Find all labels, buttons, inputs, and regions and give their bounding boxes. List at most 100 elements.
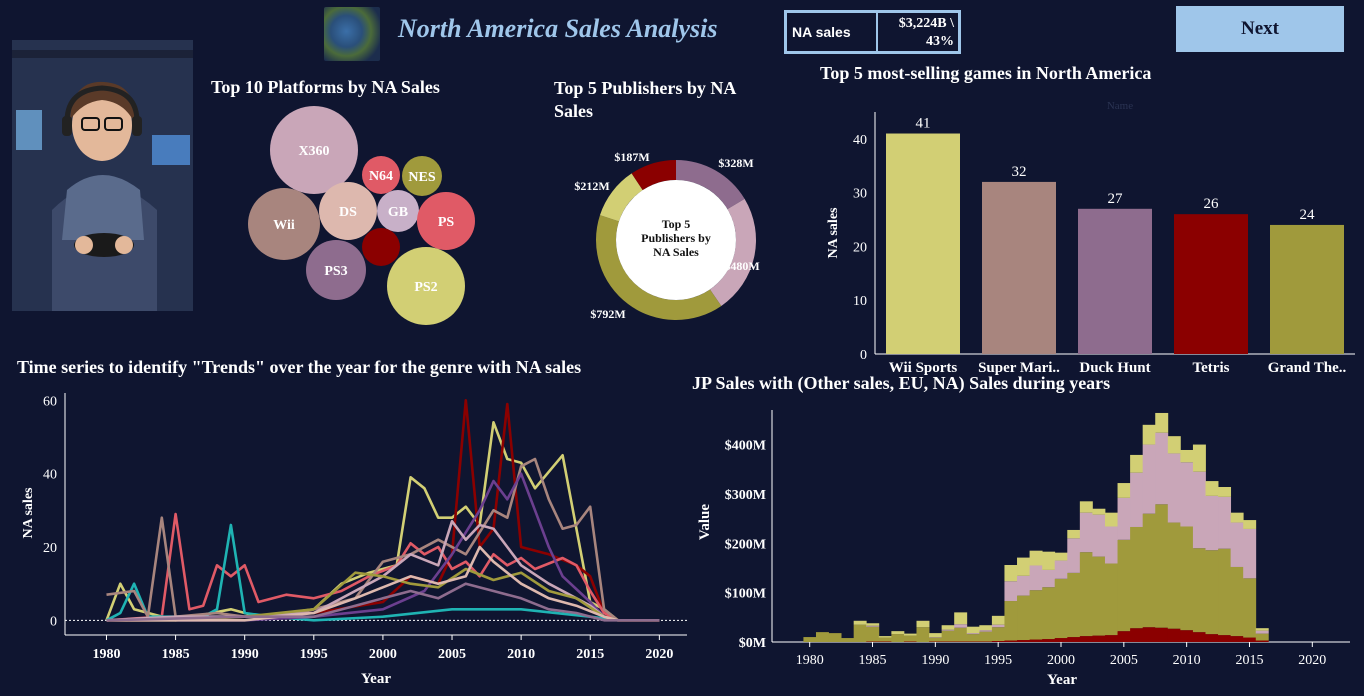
y-tick-label: 10 [853, 294, 867, 309]
stacked-segment-other [954, 612, 968, 625]
stacked-segment-eu [1104, 526, 1118, 564]
x-tick-label: 1980 [92, 647, 120, 662]
stacked-segment-other [853, 620, 867, 625]
x-tick-label: 1985 [162, 647, 190, 662]
y-tick-label: $100M [725, 587, 766, 602]
stacked-segment-other [1067, 529, 1081, 539]
genre-trend-line [106, 582, 660, 622]
x-tick-label: 2000 [369, 647, 397, 662]
game-bar-value: 32 [1012, 164, 1027, 180]
stacked-segment-na [1243, 578, 1257, 638]
stacked-segment-other [1192, 444, 1206, 472]
publisher-slice [631, 160, 676, 191]
publisher-slice-label: $480M [724, 259, 759, 273]
stacked-segment-jp [1218, 635, 1232, 642]
x-tick-label: 2015 [576, 647, 604, 662]
stacked-segment-jp [1054, 638, 1068, 642]
regional-sales-chart-title: JP Sales with (Other sales, EU, NA) Sale… [692, 373, 1111, 393]
game-bar [982, 181, 1056, 354]
stacked-segment-na [1192, 548, 1206, 633]
kpi-value-percent: 43% [926, 34, 954, 49]
game-bar [1174, 214, 1248, 354]
x-tick-label: 1990 [231, 647, 259, 662]
y-tick-label: $300M [725, 488, 766, 503]
game-category-label: Duck Hunt [1079, 360, 1150, 376]
x-tick-label: 1990 [921, 653, 949, 668]
stacked-segment-na [1004, 601, 1018, 641]
gamer-image [12, 40, 193, 311]
stacked-segment-eu [1130, 472, 1144, 527]
platform-bubble-n64 [362, 156, 400, 194]
stacked-segment-jp [1029, 639, 1043, 642]
stacked-segment-na [853, 624, 867, 642]
stacked-segment-jp [1104, 635, 1118, 642]
stacked-segment-eu [1255, 630, 1269, 634]
stacked-segment-eu [1142, 444, 1156, 514]
stacked-segment-na [803, 637, 817, 642]
y-axis-label: NA sales [826, 207, 841, 259]
game-category-label: Super Mari.. [978, 360, 1060, 376]
stacked-segment-other [1155, 412, 1169, 433]
platform-bubble-ps [417, 192, 475, 250]
game-bar-value: 24 [1300, 207, 1316, 223]
stacked-segment-other [991, 615, 1005, 625]
genre-trend-line [105, 421, 660, 622]
stacked-segment-eu [991, 624, 1005, 628]
platform-bubble-label: Wii [273, 218, 295, 233]
stacked-segment-eu [941, 629, 955, 631]
stacked-segment-jp [1130, 628, 1144, 642]
stacked-segment-eu [1155, 432, 1169, 505]
globe-image [324, 7, 380, 61]
stacked-segment-other [966, 626, 980, 634]
stacked-segment-other [979, 625, 993, 631]
platform-bubble-label: PS [438, 215, 455, 230]
y-tick-label: 20 [853, 240, 867, 255]
stacked-segment-other [916, 620, 930, 628]
stacked-segment-na [828, 633, 842, 642]
platform-bubble-ps3 [306, 240, 366, 300]
stacked-segment-eu [1017, 575, 1030, 596]
x-tick-label: 2020 [645, 647, 673, 662]
platform-bubble-ps2 [387, 247, 465, 325]
kpi-value: $3,224B \ 43% [878, 13, 958, 51]
stacked-segment-na [1017, 595, 1030, 641]
donut-center-label: Top 5 [662, 217, 691, 231]
game-category-label: Grand The.. [1268, 360, 1347, 376]
stacked-segment-other [1054, 552, 1068, 561]
x-tick-label: 2005 [438, 647, 466, 662]
stacked-segment-jp [1142, 627, 1156, 642]
x-tick-label: 2015 [1235, 653, 1263, 668]
stacked-segment-na [1042, 587, 1056, 640]
stacked-segment-na [1054, 578, 1068, 639]
stacked-segment-jp [1092, 635, 1106, 642]
stacked-segment-jp [1004, 640, 1018, 642]
stacked-segment-other [891, 631, 905, 635]
y-tick-label: $0M [739, 636, 766, 651]
platform-bubble-x360 [270, 106, 358, 194]
publisher-slice [676, 160, 745, 210]
stacked-segment-na [1230, 566, 1244, 637]
stacked-segment-eu [866, 625, 880, 627]
stacked-segment-jp [1042, 639, 1056, 642]
stacked-segment-other [1180, 449, 1194, 463]
stacked-segment-na [1167, 522, 1181, 629]
stacked-segment-na [929, 637, 943, 642]
stacked-segment-other [878, 636, 892, 638]
x-tick-label: 1995 [984, 653, 1012, 668]
platform-bubble-label: GB [388, 205, 408, 220]
y-tick-label: 20 [43, 541, 57, 556]
next-button[interactable]: Next [1176, 6, 1344, 52]
genre-trend-line [106, 512, 619, 622]
stacked-segment-jp [1255, 640, 1269, 642]
stacked-segment-na [979, 631, 993, 642]
game-bar [1270, 224, 1344, 354]
platform-bubble-unlabeled [362, 228, 400, 266]
stacked-segment-other [1092, 508, 1106, 515]
publisher-slice-label: $212M [574, 179, 609, 193]
platform-bubble-label: PS3 [324, 264, 347, 279]
stacked-segment-eu [954, 624, 968, 628]
platform-bubble-label: N64 [369, 169, 393, 184]
stacked-segment-jp [1017, 640, 1030, 642]
y-tick-label: 0 [860, 348, 867, 363]
stacked-segment-na [1079, 552, 1093, 637]
